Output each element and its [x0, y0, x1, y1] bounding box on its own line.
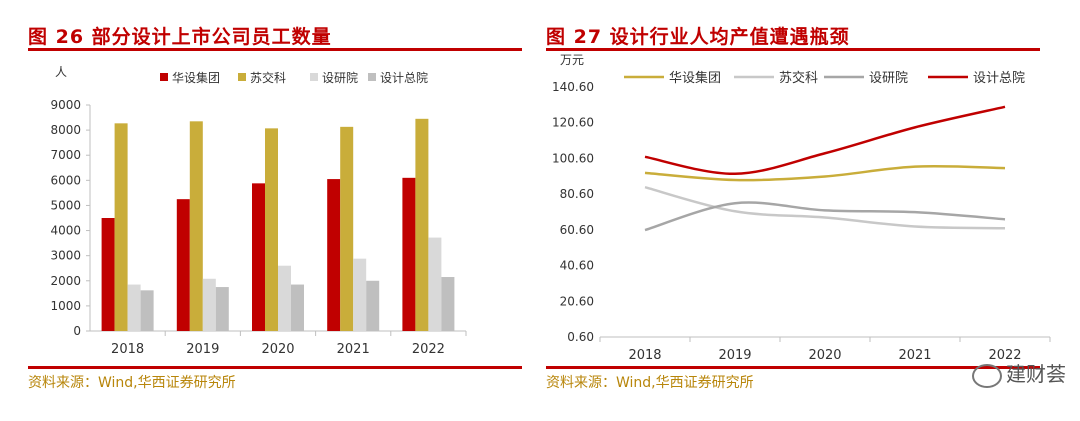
- chart-title: 图 27 设计行业人均产值遭遇瓶颈: [546, 26, 850, 48]
- x-tick-label: 2019: [718, 348, 751, 363]
- watermark: 建财荟: [972, 358, 1066, 388]
- chart-source: 资料来源：Wind,华西证券研究所: [28, 375, 236, 391]
- x-tick-label: 2021: [337, 342, 370, 357]
- y-tick-label: 80.60: [560, 187, 594, 201]
- watermark-text: 建财荟: [1006, 362, 1066, 386]
- y-tick-label: 3000: [50, 249, 81, 263]
- bar: [291, 284, 304, 331]
- legend-swatch: [368, 73, 376, 81]
- bar: [366, 280, 380, 331]
- bar: [252, 183, 265, 331]
- x-tick-label: 2018: [628, 348, 661, 363]
- legend-label: 设研院: [869, 71, 908, 86]
- y-tick-label: 9000: [50, 98, 81, 112]
- y-tick-label: 60.60: [560, 223, 594, 237]
- bar: [278, 265, 291, 331]
- legend-swatch: [310, 73, 318, 81]
- bar: [402, 177, 416, 331]
- y-tick-label: 1000: [50, 299, 81, 313]
- y-tick-label: 100.60: [552, 151, 594, 165]
- bar: [140, 290, 154, 331]
- y-axis-label: 万元: [560, 53, 584, 67]
- title-rule: [28, 48, 522, 51]
- x-tick-label: 2020: [808, 348, 841, 363]
- legend-label: 华设集团: [172, 70, 220, 85]
- y-tick-label: 0: [73, 324, 81, 338]
- y-tick-label: 5000: [50, 198, 81, 212]
- legend-label: 设研院: [322, 71, 358, 85]
- bar: [340, 126, 354, 331]
- x-tick-label: 2019: [186, 342, 219, 357]
- bar: [215, 287, 229, 331]
- series-line: [644, 201, 1006, 232]
- x-tick-label: 2018: [111, 342, 144, 357]
- y-tick-label: 4000: [50, 224, 81, 238]
- bar: [202, 278, 216, 331]
- bar: [265, 128, 278, 331]
- source-rule: [546, 366, 1040, 369]
- y-tick-label: 40.60: [560, 259, 594, 273]
- bar: [428, 237, 442, 331]
- bar: [176, 199, 190, 331]
- bar: [327, 179, 341, 331]
- legend-swatch: [238, 73, 246, 81]
- series-line: [644, 185, 1006, 230]
- series-line: [644, 164, 1006, 182]
- y-tick-label: 2000: [50, 274, 81, 288]
- y-axis-label: 人: [55, 65, 67, 79]
- bar: [101, 218, 115, 331]
- y-tick-label: 8000: [50, 123, 81, 137]
- bar-chart: 人 华设集团 苏交科 设研院 设计总院 9000 8000 7000 6000 5000 4000 3…: [50, 65, 467, 357]
- bar: [114, 123, 128, 331]
- bar: [415, 118, 429, 331]
- bar: [441, 277, 455, 331]
- bar: [353, 258, 367, 331]
- y-tick-label: 7000: [50, 148, 81, 162]
- y-tick-label: 20.60: [560, 294, 594, 308]
- source-rule: [28, 366, 522, 369]
- bar: [189, 121, 203, 331]
- wechat-icon: [972, 363, 1002, 388]
- bar: [127, 284, 141, 331]
- x-tick-label: 2022: [988, 348, 1021, 363]
- legend-label: 华设集团: [669, 70, 721, 86]
- series-line: [644, 105, 1006, 176]
- chart-title: 图 26 部分设计上市公司员工数量: [28, 26, 332, 48]
- legend-swatch: [160, 73, 168, 81]
- output-chart-panel: 图 27 设计行业人均产值遭遇瓶颈 万元华设集团 苏交科 设研院 设计总院 140.60…: [540, 0, 1080, 421]
- x-tick-label: 2021: [898, 348, 931, 363]
- y-tick-label: 140.60: [552, 80, 594, 94]
- title-rule: [546, 48, 1040, 51]
- legend-label: 设计总院: [973, 71, 1025, 86]
- legend-label: 苏交科: [250, 70, 286, 85]
- legend-label: 苏交科: [779, 70, 818, 86]
- y-tick-label: 120.60: [552, 116, 594, 130]
- y-tick-label: 6000: [50, 173, 81, 187]
- chart-source: 资料来源：Wind,华西证券研究所: [546, 375, 754, 391]
- legend-label: 设计总院: [380, 71, 428, 85]
- employee-chart-panel: 图 26 部分设计上市公司员工数量 人 华设集团 苏交科 设研院 设计总院 9000 800…: [0, 0, 530, 421]
- x-tick-label: 2020: [261, 342, 294, 357]
- y-tick-label: 0.60: [567, 330, 594, 344]
- x-tick-label: 2022: [412, 342, 445, 357]
